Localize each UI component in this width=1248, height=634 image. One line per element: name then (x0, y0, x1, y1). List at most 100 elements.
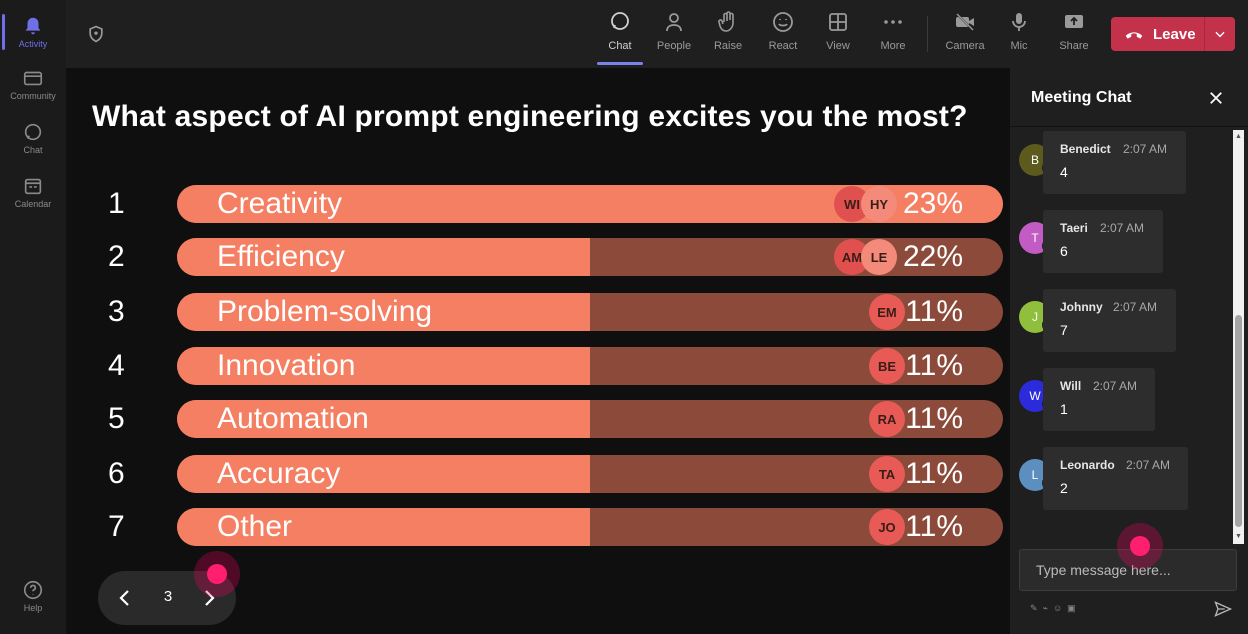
gif-icon[interactable]: ▣ (1067, 603, 1076, 613)
send-icon[interactable] (1213, 599, 1233, 619)
rail-label-community: Community (10, 91, 56, 101)
more-dots-icon (884, 20, 902, 24)
option-label: Innovation (217, 349, 356, 382)
message-time: 2:07 AM (1100, 221, 1145, 235)
attach-icon[interactable]: ⌁ (1042, 603, 1048, 613)
voter-avatar: HY (861, 186, 897, 222)
message-author: Taeri (1060, 221, 1088, 235)
leave-divider (1204, 17, 1205, 51)
poll-option-row[interactable]: 7 Other JO 11% (100, 508, 1003, 546)
rail-item-community[interactable]: Community (0, 58, 66, 110)
scroll-up-arrow-icon[interactable]: ▲ (1235, 133, 1242, 140)
chat-message-input[interactable] (1019, 549, 1237, 591)
option-number: 7 (108, 510, 125, 543)
chat-scrollbar[interactable]: ▲ ▼ (1233, 130, 1244, 544)
message-time: 2:07 AM (1113, 300, 1158, 314)
leave-button-label: Leave (1153, 25, 1196, 43)
scroll-down-arrow-icon[interactable]: ▼ (1235, 533, 1242, 540)
option-number: 3 (108, 295, 125, 328)
voter-avatar: TA (869, 456, 905, 492)
option-bar-fill (177, 347, 590, 385)
poll-option-row[interactable]: 5 Automation RA 11% (100, 400, 1003, 438)
rail-item-chat[interactable]: Chat (0, 112, 66, 164)
option-bar-fill (177, 293, 590, 331)
person-icon (666, 13, 682, 32)
share-screen-icon (1065, 15, 1083, 28)
message-author: Will (1060, 379, 1082, 393)
voter-avatar: BE (869, 348, 905, 384)
message-author: Leonardo (1060, 458, 1115, 472)
chat-message: Johnny 2:07 AM 7 (1043, 289, 1176, 352)
option-bar: Automation RA 11% (177, 400, 1003, 438)
grid-icon (829, 13, 847, 31)
page-number: 3 (163, 588, 173, 605)
option-label: Automation (217, 402, 369, 435)
more-button[interactable]: More (868, 10, 918, 60)
scroll-thumb[interactable] (1235, 315, 1242, 527)
rail-item-activity[interactable]: Activity (0, 6, 66, 58)
option-bar: Innovation BE 11% (177, 347, 1003, 385)
voter-avatar: RA (869, 401, 905, 437)
camera-off-icon (955, 12, 975, 32)
option-percent: 11% (905, 402, 963, 435)
chat-message: Will 2:07 AM 1 (1043, 368, 1155, 431)
app-rail: Activity Community Chat Calendar Help (0, 0, 67, 634)
option-bar: Efficiency AM LE 22% (177, 238, 1003, 276)
share-button[interactable]: Share (1049, 10, 1099, 60)
shield-icon[interactable] (86, 24, 106, 44)
option-number: 5 (108, 402, 125, 435)
react-button[interactable]: React (758, 10, 808, 60)
chevron-left-icon[interactable] (113, 586, 137, 610)
poll-option-row[interactable]: 6 Accuracy TA 11% (100, 455, 1003, 493)
message-text: 4 (1060, 164, 1068, 180)
format-icon[interactable]: ✎ (1030, 603, 1038, 613)
rail-item-help[interactable]: Help (0, 570, 66, 622)
view-button[interactable]: View (813, 10, 863, 60)
toolbar-divider (927, 16, 928, 52)
option-bar: Creativity WI HY 23% (177, 185, 1003, 223)
option-percent: 11% (905, 457, 963, 490)
voter-avatar: LE (861, 239, 897, 275)
option-bar-fill (177, 508, 590, 546)
chat-button-label: Chat (608, 40, 632, 52)
option-percent: 11% (905, 295, 963, 328)
emoji-icon[interactable]: ☺ (1052, 603, 1063, 613)
chat-message: Leonardo 2:07 AM 2 (1043, 447, 1188, 510)
chat-title: Meeting Chat (1031, 89, 1132, 106)
meeting-chat-panel: Meeting Chat B Benedict 2:07 AM 4 T Taer… (1010, 68, 1248, 634)
poll-question: What aspect of AI prompt engineering exc… (92, 100, 968, 133)
close-icon[interactable] (1207, 89, 1225, 107)
leave-button[interactable]: Leave (1111, 17, 1235, 51)
option-label: Problem-solving (217, 295, 433, 328)
react-button-label: React (768, 40, 798, 52)
rail-item-calendar[interactable]: Calendar (0, 166, 66, 218)
chat-bubble-icon (611, 12, 629, 30)
chat-icon (24, 123, 42, 141)
meeting-toolbar: Chat People Raise React View More Camera… (66, 0, 1248, 68)
message-time: 2:07 AM (1123, 142, 1168, 156)
option-percent: 11% (905, 510, 963, 543)
poll-option-row[interactable]: 1 Creativity WI HY 23% (100, 185, 1003, 223)
option-bar-fill (177, 455, 590, 493)
poll-option-row[interactable]: 3 Problem-solving EM 11% (100, 293, 1003, 331)
message-text: 7 (1060, 322, 1068, 338)
camera-button[interactable]: Camera (940, 10, 990, 60)
mic-button[interactable]: Mic (994, 10, 1044, 60)
poll-option-row[interactable]: 2 Efficiency AM LE 22% (100, 238, 1003, 276)
compose-toolbar: ✎ ⌁ ☺ ▣ (1030, 603, 1076, 615)
message-time: 2:07 AM (1093, 379, 1138, 393)
chat-button[interactable]: Chat (595, 10, 645, 60)
raise-hand-button[interactable]: Raise (703, 10, 753, 60)
chevron-down-icon[interactable] (1213, 27, 1227, 41)
chat-message: Taeri 2:07 AM 6 (1043, 210, 1163, 273)
chevron-right-icon[interactable] (197, 586, 221, 610)
people-button[interactable]: People (649, 10, 699, 60)
poll-option-row[interactable]: 4 Innovation BE 11% (100, 347, 1003, 385)
more-button-label: More (880, 40, 906, 52)
option-label: Accuracy (217, 457, 341, 490)
smiley-icon (773, 12, 793, 32)
rail-label-activity: Activity (18, 39, 48, 49)
share-button-label: Share (1059, 40, 1089, 52)
chat-message: Benedict 2:07 AM 4 (1043, 131, 1186, 194)
bell-icon (25, 17, 41, 35)
